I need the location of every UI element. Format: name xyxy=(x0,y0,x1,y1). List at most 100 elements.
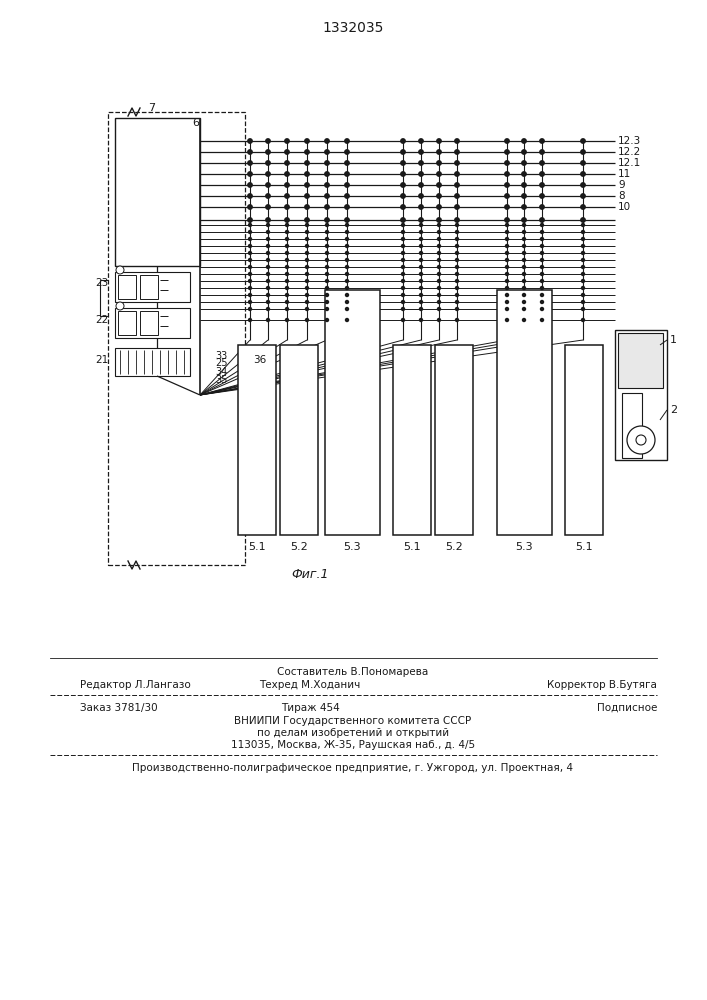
Circle shape xyxy=(325,150,329,154)
Bar xyxy=(280,345,318,535)
Circle shape xyxy=(267,251,269,254)
Circle shape xyxy=(267,265,269,268)
Circle shape xyxy=(305,279,308,282)
Circle shape xyxy=(325,183,329,187)
Text: 12.2: 12.2 xyxy=(618,147,641,157)
Bar xyxy=(618,333,663,388)
Circle shape xyxy=(540,265,544,268)
Circle shape xyxy=(305,218,309,222)
Circle shape xyxy=(540,308,544,310)
Text: 5.3: 5.3 xyxy=(515,542,533,552)
Circle shape xyxy=(248,300,252,304)
Circle shape xyxy=(402,265,404,268)
Circle shape xyxy=(522,205,526,209)
Circle shape xyxy=(248,251,252,254)
Circle shape xyxy=(305,258,308,261)
Circle shape xyxy=(419,150,423,154)
Circle shape xyxy=(305,251,308,254)
Circle shape xyxy=(305,231,308,233)
Circle shape xyxy=(402,237,404,240)
Circle shape xyxy=(116,266,124,274)
Circle shape xyxy=(419,294,423,296)
Circle shape xyxy=(627,426,655,454)
Circle shape xyxy=(325,231,329,233)
Text: 1332035: 1332035 xyxy=(322,21,384,35)
Circle shape xyxy=(522,251,525,254)
Circle shape xyxy=(286,244,288,247)
Circle shape xyxy=(505,161,509,165)
Circle shape xyxy=(437,183,441,187)
Circle shape xyxy=(419,300,423,304)
Text: 5.2: 5.2 xyxy=(290,542,308,552)
Circle shape xyxy=(325,139,329,143)
Bar xyxy=(497,290,552,535)
Circle shape xyxy=(522,272,525,275)
Circle shape xyxy=(402,300,404,304)
Circle shape xyxy=(285,183,289,187)
Text: ВНИИПИ Государственного комитета СССР: ВНИИПИ Государственного комитета СССР xyxy=(235,716,472,726)
Circle shape xyxy=(325,218,329,222)
Circle shape xyxy=(402,244,404,247)
Circle shape xyxy=(522,300,525,304)
Text: 5.3: 5.3 xyxy=(344,542,361,552)
Text: 9: 9 xyxy=(618,180,624,190)
Circle shape xyxy=(285,150,289,154)
Circle shape xyxy=(455,300,459,304)
Circle shape xyxy=(248,294,252,296)
Circle shape xyxy=(305,300,308,304)
Bar xyxy=(140,275,158,299)
Bar xyxy=(115,348,190,376)
Circle shape xyxy=(305,150,309,154)
Circle shape xyxy=(248,244,252,247)
Circle shape xyxy=(581,224,585,227)
Circle shape xyxy=(402,251,404,254)
Circle shape xyxy=(267,272,269,275)
Circle shape xyxy=(402,279,404,282)
Circle shape xyxy=(247,172,252,176)
Text: 36: 36 xyxy=(253,355,267,365)
Circle shape xyxy=(419,183,423,187)
Circle shape xyxy=(581,244,585,247)
Circle shape xyxy=(522,294,525,296)
Circle shape xyxy=(455,150,460,154)
Circle shape xyxy=(540,224,544,227)
Circle shape xyxy=(580,194,585,198)
Circle shape xyxy=(419,279,423,282)
Text: Тираж 454: Тираж 454 xyxy=(281,703,339,713)
Text: 34: 34 xyxy=(215,367,227,377)
Circle shape xyxy=(345,194,349,198)
Circle shape xyxy=(438,318,440,322)
Circle shape xyxy=(305,205,309,209)
Text: Составитель В.Пономарева: Составитель В.Пономарева xyxy=(277,667,428,677)
Circle shape xyxy=(455,205,460,209)
Circle shape xyxy=(505,218,509,222)
Circle shape xyxy=(402,286,404,290)
Circle shape xyxy=(438,294,440,296)
Circle shape xyxy=(402,308,404,310)
Circle shape xyxy=(286,308,288,310)
Circle shape xyxy=(580,161,585,165)
Circle shape xyxy=(580,218,585,222)
Circle shape xyxy=(267,294,269,296)
Circle shape xyxy=(346,286,349,290)
Circle shape xyxy=(438,224,440,227)
Circle shape xyxy=(455,139,460,143)
Circle shape xyxy=(581,300,585,304)
Circle shape xyxy=(506,258,508,261)
Circle shape xyxy=(522,139,526,143)
Circle shape xyxy=(540,258,544,261)
Text: 7: 7 xyxy=(148,103,155,113)
Circle shape xyxy=(580,172,585,176)
Circle shape xyxy=(305,183,309,187)
Circle shape xyxy=(522,244,525,247)
Circle shape xyxy=(540,231,544,233)
Circle shape xyxy=(506,265,508,268)
Circle shape xyxy=(540,183,544,187)
Circle shape xyxy=(455,318,459,322)
Circle shape xyxy=(325,244,329,247)
Circle shape xyxy=(266,172,270,176)
Circle shape xyxy=(266,139,270,143)
Circle shape xyxy=(580,139,585,143)
Circle shape xyxy=(267,258,269,261)
Circle shape xyxy=(325,265,329,268)
